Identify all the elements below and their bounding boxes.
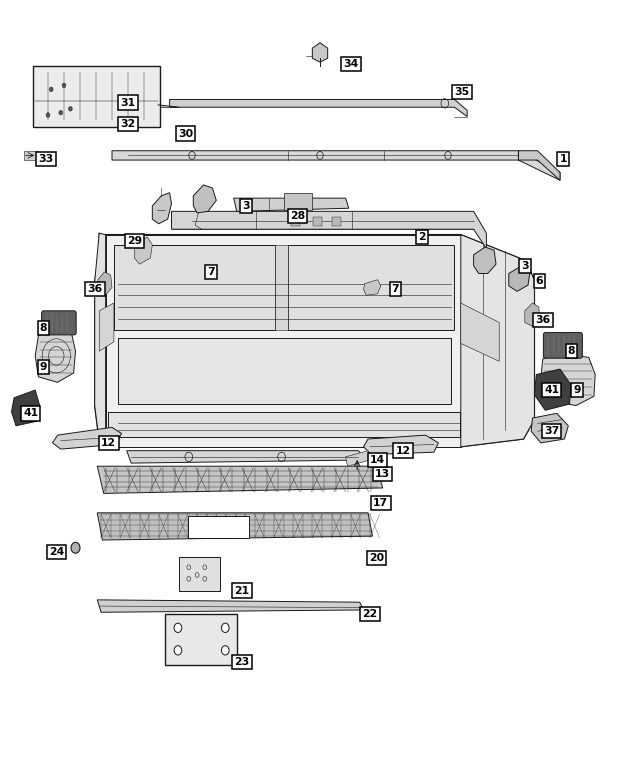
Circle shape	[49, 87, 53, 92]
Polygon shape	[509, 266, 530, 291]
Polygon shape	[172, 211, 486, 249]
Text: 3: 3	[521, 261, 529, 270]
Text: 32: 32	[120, 120, 136, 129]
FancyBboxPatch shape	[332, 217, 341, 226]
FancyBboxPatch shape	[188, 516, 249, 538]
FancyBboxPatch shape	[24, 151, 38, 160]
Polygon shape	[127, 451, 366, 463]
Polygon shape	[518, 151, 560, 180]
Polygon shape	[99, 303, 114, 351]
Text: 33: 33	[38, 155, 54, 164]
Polygon shape	[106, 235, 461, 447]
Polygon shape	[346, 451, 370, 466]
Text: 7: 7	[392, 284, 399, 294]
Text: 17: 17	[373, 498, 388, 507]
Polygon shape	[461, 303, 499, 361]
Polygon shape	[35, 330, 76, 382]
Text: 37: 37	[544, 427, 559, 436]
Polygon shape	[364, 280, 381, 295]
Polygon shape	[152, 193, 172, 224]
Polygon shape	[275, 245, 288, 330]
Polygon shape	[170, 99, 467, 117]
Polygon shape	[364, 435, 438, 455]
Text: 13: 13	[375, 469, 390, 479]
Circle shape	[71, 542, 80, 553]
Polygon shape	[97, 466, 383, 493]
Text: 7: 7	[207, 267, 215, 277]
Circle shape	[221, 646, 229, 655]
Text: 22: 22	[362, 609, 378, 618]
Text: 34: 34	[343, 59, 358, 68]
Text: 29: 29	[127, 236, 142, 246]
Polygon shape	[108, 412, 460, 437]
Polygon shape	[118, 338, 451, 404]
Polygon shape	[474, 247, 496, 274]
Circle shape	[174, 623, 182, 632]
Text: 41: 41	[23, 409, 38, 418]
Text: 6: 6	[536, 277, 543, 286]
Polygon shape	[234, 198, 349, 211]
Polygon shape	[52, 427, 122, 449]
FancyBboxPatch shape	[179, 557, 220, 591]
Polygon shape	[114, 245, 275, 330]
Text: 23: 23	[234, 657, 250, 667]
Text: 20: 20	[369, 553, 384, 563]
Text: 36: 36	[87, 284, 102, 294]
Circle shape	[46, 113, 50, 117]
Text: 8: 8	[568, 347, 575, 356]
FancyBboxPatch shape	[33, 66, 160, 127]
Polygon shape	[312, 43, 328, 62]
Text: 24: 24	[49, 547, 64, 556]
Polygon shape	[534, 369, 571, 410]
Polygon shape	[95, 233, 534, 447]
Text: 9: 9	[573, 385, 581, 395]
Polygon shape	[134, 237, 152, 264]
Polygon shape	[525, 303, 540, 326]
Text: 9: 9	[40, 362, 47, 371]
FancyBboxPatch shape	[165, 614, 237, 665]
Polygon shape	[541, 354, 595, 406]
Text: 2: 2	[419, 232, 426, 242]
Text: 8: 8	[40, 323, 47, 333]
Polygon shape	[97, 513, 372, 540]
Polygon shape	[95, 233, 106, 447]
Text: 35: 35	[454, 87, 470, 96]
Polygon shape	[531, 413, 568, 443]
Text: 41: 41	[544, 385, 559, 395]
Circle shape	[174, 646, 182, 655]
Text: 30: 30	[178, 129, 193, 138]
FancyBboxPatch shape	[543, 333, 582, 358]
Polygon shape	[97, 600, 364, 612]
Polygon shape	[98, 272, 112, 295]
FancyBboxPatch shape	[313, 217, 322, 226]
Text: 3: 3	[243, 201, 250, 211]
Text: 36: 36	[535, 315, 550, 325]
FancyBboxPatch shape	[284, 193, 312, 210]
Text: 28: 28	[290, 211, 305, 221]
Circle shape	[221, 623, 229, 632]
Circle shape	[59, 110, 63, 115]
Text: 31: 31	[120, 98, 136, 107]
Polygon shape	[112, 151, 560, 180]
Text: 12: 12	[101, 438, 116, 448]
FancyBboxPatch shape	[291, 217, 300, 226]
Circle shape	[62, 83, 66, 88]
Text: 1: 1	[559, 155, 567, 164]
Polygon shape	[12, 390, 40, 426]
Polygon shape	[288, 245, 454, 330]
FancyBboxPatch shape	[42, 311, 76, 335]
Polygon shape	[193, 185, 216, 213]
Text: 14: 14	[370, 455, 385, 465]
Polygon shape	[461, 235, 534, 447]
Circle shape	[68, 106, 72, 111]
Text: 12: 12	[396, 446, 411, 455]
Text: 21: 21	[234, 586, 250, 595]
